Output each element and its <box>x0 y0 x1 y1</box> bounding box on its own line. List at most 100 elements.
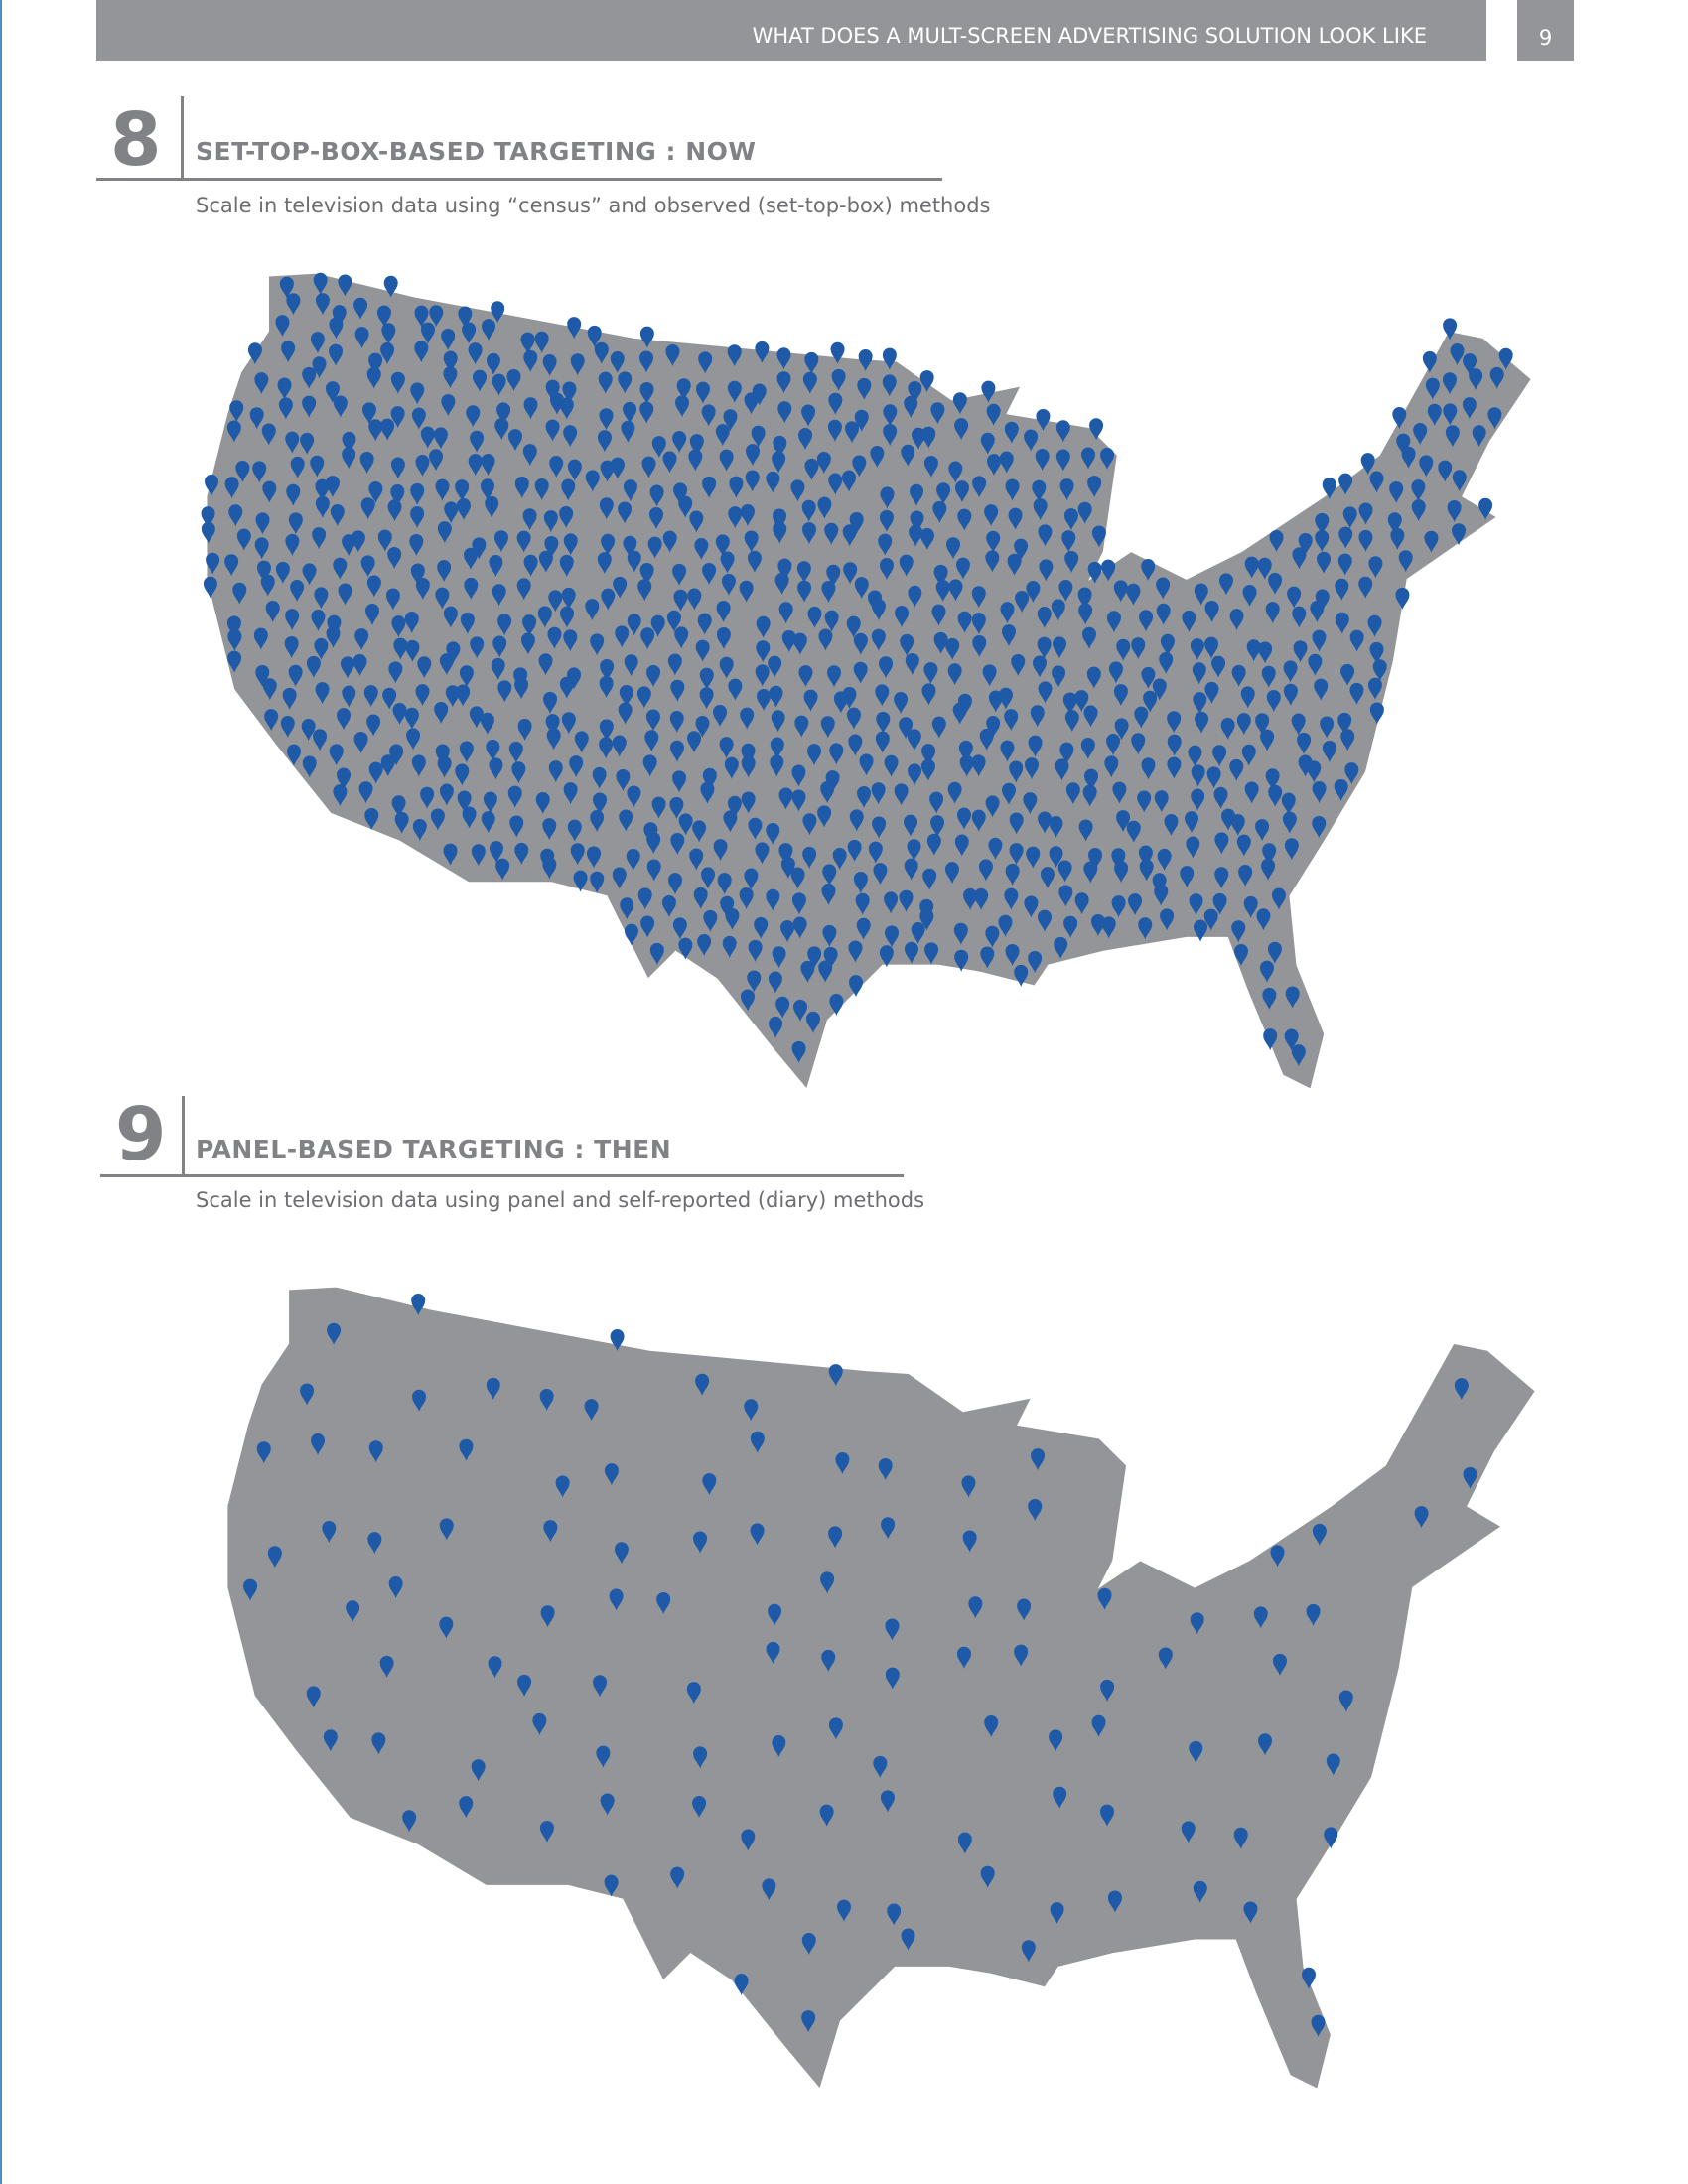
section-title: PANEL-BASED TARGETING : THEN <box>196 1135 672 1163</box>
map-pin <box>1008 507 1023 530</box>
map-pin <box>820 781 835 804</box>
map-pin <box>1293 640 1308 663</box>
map-pin <box>1204 636 1219 659</box>
map-pin <box>1389 480 1404 503</box>
map-pin <box>443 366 458 389</box>
map-pin <box>922 868 937 890</box>
map-pin <box>847 839 862 862</box>
map-pin <box>206 552 220 575</box>
map-pin <box>1000 602 1015 624</box>
map-pin <box>804 351 819 374</box>
map-pin <box>435 478 450 501</box>
map-pin <box>313 272 328 295</box>
map-pin <box>506 369 521 392</box>
map-pin <box>1360 453 1375 476</box>
map-pin <box>801 2010 816 2033</box>
map-pin <box>1342 506 1357 529</box>
map-pin <box>639 562 654 585</box>
map-pin <box>311 1433 326 1455</box>
map-pin <box>414 341 429 363</box>
map-pin <box>1005 943 1020 966</box>
map-pin <box>745 470 760 492</box>
map-pin <box>723 409 738 432</box>
map-pin <box>229 400 244 423</box>
map-pin <box>252 461 267 483</box>
map-pin <box>961 1475 976 1498</box>
map-pin <box>437 560 452 583</box>
map-pin <box>831 368 846 391</box>
map-pin <box>560 606 575 628</box>
map-pin <box>1398 550 1413 573</box>
map-pin <box>382 687 397 710</box>
map-pin <box>774 572 789 595</box>
map-pin <box>1244 781 1259 804</box>
map-pin <box>1158 1647 1173 1670</box>
map-pin <box>1038 524 1053 547</box>
map-pin <box>522 614 537 637</box>
map-pin <box>778 602 793 624</box>
map-pin <box>228 504 243 527</box>
map-pin <box>982 664 997 687</box>
map-pin <box>420 426 435 449</box>
map-pin <box>798 427 813 450</box>
map-pin <box>437 521 452 544</box>
map-pin <box>776 347 791 370</box>
map-pin <box>1192 662 1206 685</box>
section-number: 9 <box>115 1092 167 1177</box>
map-pin <box>485 495 499 518</box>
map-pin <box>545 379 560 402</box>
map-pin <box>1487 407 1502 430</box>
map-pin <box>346 1600 360 1623</box>
map-pin <box>1265 768 1280 791</box>
map-pin <box>517 718 532 741</box>
map-pin <box>255 664 270 687</box>
map-pin <box>614 1542 629 1565</box>
map-pin <box>911 922 925 945</box>
map-pin <box>561 712 576 735</box>
map-pin <box>932 500 947 523</box>
map-pin <box>715 424 730 447</box>
map-pin <box>342 431 356 454</box>
map-pin <box>333 395 348 418</box>
map-pin <box>312 356 327 379</box>
map-pin <box>1240 686 1255 709</box>
map-pin <box>1438 460 1453 482</box>
map-pin <box>1138 917 1153 940</box>
map-pin <box>739 580 754 603</box>
map-pin <box>910 483 924 506</box>
map-pin <box>1193 692 1207 715</box>
map-pin <box>729 476 744 498</box>
map-pin <box>1312 815 1327 838</box>
map-pin <box>1084 768 1099 791</box>
map-pin <box>508 741 523 763</box>
map-pin <box>930 402 945 425</box>
map-pin <box>1291 713 1306 736</box>
map-pin <box>798 665 813 688</box>
map-pin <box>236 528 251 551</box>
map-pin <box>468 342 483 365</box>
map-pin <box>429 449 444 472</box>
map-pin <box>464 577 479 600</box>
map-pin <box>1053 1786 1067 1809</box>
map-pin <box>489 841 503 864</box>
map-pin <box>1004 709 1019 732</box>
map-pin <box>741 791 756 814</box>
map-pin <box>315 293 330 316</box>
map-pin <box>1052 665 1066 688</box>
map-pin <box>880 1790 895 1813</box>
map-pin <box>610 351 625 374</box>
map-pin <box>254 372 269 395</box>
map-pin <box>638 350 653 373</box>
map-pin <box>1097 1587 1112 1610</box>
map-pin <box>1427 403 1442 426</box>
map-pin <box>394 811 409 834</box>
map-pin <box>1324 1827 1338 1849</box>
map-pin <box>703 909 718 932</box>
map-pin <box>1414 1506 1429 1529</box>
map-pin <box>697 934 712 957</box>
header-bar: WHAT DOES A MULT-SCREEN ADVERTISING SOLU… <box>96 0 1486 61</box>
map-pin <box>963 887 978 910</box>
map-pin <box>849 809 864 832</box>
map-pin <box>984 504 999 527</box>
